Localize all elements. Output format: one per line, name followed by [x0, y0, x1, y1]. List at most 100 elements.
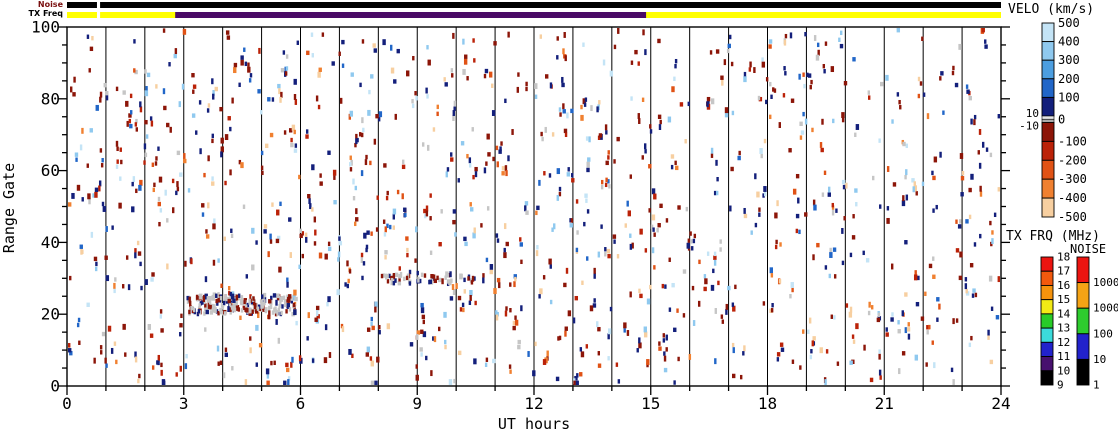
echo-point [729, 34, 732, 40]
echo-point [201, 203, 205, 208]
echo-point [453, 100, 457, 107]
txfrq-colorbar-label: 9 [1057, 379, 1064, 392]
echo-point [804, 118, 808, 125]
echo-point [398, 273, 401, 279]
echo-point [570, 108, 574, 114]
echo-point [245, 308, 249, 313]
echo-point [462, 38, 465, 45]
echo-point [973, 119, 976, 126]
echo-point [978, 128, 982, 135]
echo-point [917, 76, 921, 82]
echo-point [579, 372, 583, 377]
echo-point [186, 295, 190, 301]
echo-point [905, 194, 909, 201]
echo-point [997, 187, 1000, 192]
echo-point [795, 213, 800, 219]
echo-point [451, 73, 454, 78]
echo-point [831, 205, 835, 210]
echo-point [673, 380, 676, 385]
echo-point [761, 61, 766, 68]
echo-point [812, 336, 816, 341]
echo-point [211, 78, 214, 85]
echo-point [370, 360, 374, 367]
echo-point [380, 273, 384, 279]
echo-point [182, 28, 187, 35]
echo-point [649, 124, 652, 129]
echo-point [344, 282, 347, 287]
echo-point [489, 264, 494, 270]
echo-point [230, 233, 234, 239]
echo-point [350, 159, 353, 166]
echo-point [392, 208, 397, 215]
echo-point [605, 160, 609, 166]
echo-point [457, 295, 462, 301]
echo-point [879, 204, 882, 209]
echo-point [504, 98, 507, 104]
echo-point [229, 126, 232, 132]
echo-point [914, 185, 918, 192]
echo-point [770, 308, 774, 313]
txfrq-colorbar-segment [1040, 299, 1054, 315]
echo-point [951, 70, 955, 76]
echo-point [933, 156, 938, 163]
echo-point [659, 119, 662, 125]
echo-point [492, 358, 496, 364]
echo-point [674, 160, 677, 166]
echo-point [509, 369, 512, 374]
echo-point [68, 348, 72, 353]
velocity-colorbar-segment [1041, 41, 1055, 61]
echo-point [769, 81, 772, 87]
echo-point [525, 81, 528, 87]
echo-point [362, 127, 365, 133]
echo-point [972, 288, 976, 293]
echo-point [447, 273, 451, 278]
echo-point [824, 379, 827, 385]
echo-point [656, 228, 659, 233]
echo-point [232, 298, 236, 303]
echo-point [977, 150, 980, 155]
echo-point [144, 152, 148, 158]
echo-point [466, 76, 469, 81]
echo-point [671, 86, 675, 93]
echo-point [585, 344, 589, 349]
echo-point [257, 306, 262, 312]
echo-point [92, 193, 95, 198]
echo-point [393, 79, 397, 84]
echo-point [879, 375, 882, 380]
echo-point [743, 71, 747, 77]
echo-point [743, 207, 746, 214]
echo-point [514, 276, 517, 282]
echo-point [596, 106, 599, 113]
echo-point [376, 195, 379, 200]
echo-point [429, 193, 432, 198]
echo-point [665, 347, 668, 352]
echo-point [354, 221, 357, 227]
echo-point [926, 330, 929, 335]
echo-point [605, 177, 608, 183]
echo-point [491, 83, 494, 88]
echo-point [626, 200, 629, 207]
echo-point [428, 279, 433, 284]
echo-point [904, 174, 907, 180]
echo-point [233, 62, 238, 68]
echo-point [932, 175, 936, 181]
echo-point [798, 229, 801, 235]
echo-point [152, 187, 155, 193]
echo-point [205, 229, 208, 234]
velocity-colorbar-segment [1041, 22, 1055, 43]
velocity-colorbar-title: VELO (km/s) [1008, 2, 1095, 17]
echo-point [212, 259, 216, 266]
echo-point [664, 284, 667, 289]
echo-point [86, 163, 89, 168]
echo-point [821, 118, 824, 125]
echo-point [830, 66, 835, 73]
echo-point [313, 241, 317, 246]
echo-point [137, 251, 142, 256]
echo-point [378, 324, 381, 330]
echo-point [401, 193, 404, 200]
y-tick-label: 60 [41, 161, 60, 180]
echo-point [665, 218, 669, 223]
echo-point [452, 219, 456, 225]
echo-point [938, 303, 941, 310]
echo-point [713, 255, 717, 260]
